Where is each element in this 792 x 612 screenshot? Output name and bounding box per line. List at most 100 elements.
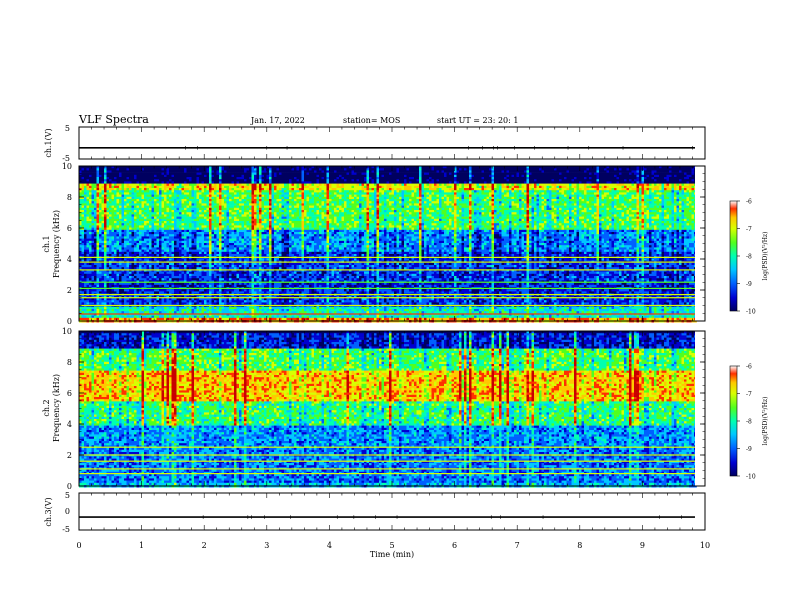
spectrogram-cell — [229, 273, 232, 277]
spectrogram-cell — [231, 227, 235, 231]
spectrogram-cell — [176, 317, 180, 321]
spectrogram-cell — [81, 291, 85, 294]
spectrogram-cell — [134, 291, 137, 294]
spectrogram-cell — [191, 247, 195, 250]
spectrogram-cell — [161, 234, 165, 237]
spectrogram-cell — [219, 300, 222, 303]
spectrogram-cell — [106, 207, 110, 211]
spectrogram-cell — [144, 201, 147, 204]
spectrogram-cell — [96, 183, 100, 187]
spectrogram-cell — [181, 313, 185, 316]
spectrogram-cell — [139, 212, 142, 215]
spectrogram-cell — [239, 271, 242, 275]
spectrogram-cell — [194, 273, 197, 277]
spectrogram-cell — [106, 181, 110, 184]
spectrogram-cell — [86, 201, 90, 204]
spectrogram-cell — [236, 291, 240, 294]
spectrogram-cell — [184, 315, 187, 319]
spectrogram-cell — [221, 227, 225, 231]
spectrogram-cell — [184, 203, 187, 206]
spectrogram-cell — [124, 223, 127, 226]
spectrogram-cell — [246, 207, 250, 211]
spectrogram-cell — [246, 240, 250, 244]
spectrogram-cell — [239, 247, 242, 250]
spectrogram-cell — [169, 258, 172, 261]
spectrogram-cell — [234, 306, 237, 310]
spectrogram-cell — [119, 282, 122, 286]
spectrogram-cell — [191, 269, 195, 272]
spectrogram-cell — [119, 172, 122, 176]
spectrogram-cell — [226, 254, 230, 257]
spectrogram-cell — [166, 172, 170, 176]
spectrogram-cell — [194, 317, 197, 321]
spectrogram-cell — [209, 284, 212, 288]
spectrogram-cell — [251, 234, 255, 237]
spectrogram-cell — [176, 177, 180, 180]
spectrogram-cell — [149, 249, 152, 253]
spectrogram-cell — [234, 251, 237, 255]
spectrogram-cell — [194, 262, 197, 266]
spectrogram-cell — [236, 177, 240, 180]
spectrogram-cell — [134, 210, 137, 213]
spectrogram-cell — [111, 214, 115, 217]
spectrogram-cell — [149, 251, 152, 255]
spectrogram-cell — [109, 315, 112, 319]
spectrogram-cell — [224, 201, 227, 204]
spectrogram-cell — [89, 227, 92, 231]
spectrogram-cell — [131, 262, 135, 266]
spectrogram-cell — [129, 174, 132, 178]
spectrogram-cell — [219, 298, 222, 301]
spectrogram-cell — [234, 225, 237, 228]
spectrogram-cell — [236, 240, 240, 244]
spectrogram-cell — [79, 234, 82, 237]
spectrogram-cell — [124, 212, 127, 215]
spectrogram-cell — [231, 254, 235, 257]
spectrogram-cell — [226, 234, 230, 237]
spectrogram-cell — [84, 291, 87, 294]
spectrogram-cell — [91, 238, 95, 242]
spectrogram-cell — [89, 309, 92, 312]
spectrogram-cell — [96, 181, 100, 184]
spectrogram-cell — [239, 229, 242, 233]
spectrogram-cell — [249, 258, 252, 261]
spectrogram-cell — [174, 306, 177, 310]
spectrogram-cell — [104, 234, 107, 237]
spectrogram-cell — [161, 247, 165, 250]
spectrogram-cell — [241, 229, 245, 233]
spectrogram-cell — [206, 249, 210, 253]
spectrogram-cell — [99, 265, 102, 268]
spectrogram-cell — [211, 203, 215, 206]
spectrogram-cell — [226, 262, 230, 266]
spectrogram-cell — [149, 201, 152, 204]
spectrogram-cell — [209, 229, 212, 233]
spectrogram-cell — [224, 232, 227, 235]
spectrogram-cell — [91, 315, 95, 319]
spectrogram-cell — [189, 234, 192, 237]
spectrogram-cell — [156, 179, 160, 182]
spectrogram-cell — [199, 265, 202, 268]
spectrogram-cell — [169, 229, 172, 233]
spectrogram-cell — [226, 306, 230, 310]
spectrogram-cell — [164, 221, 167, 224]
spectrogram-cell — [249, 289, 252, 292]
spectrogram-cell — [99, 276, 102, 279]
spectrogram-cell — [206, 214, 210, 217]
spectrogram-cell — [99, 238, 102, 242]
spectrogram-cell — [231, 238, 235, 242]
spectrogram-cell — [104, 188, 107, 191]
spectrogram-cell — [234, 194, 237, 198]
spectrogram-cell — [104, 265, 107, 268]
spectrogram-cell — [231, 298, 235, 301]
spectrogram-cell — [114, 183, 117, 187]
spectrogram-cell — [201, 216, 205, 220]
spectrogram-cell — [176, 192, 180, 195]
spectrogram-cell — [189, 271, 192, 275]
spectrogram-cell — [199, 249, 202, 253]
spectrogram-cell — [194, 243, 197, 246]
spectrogram-cell — [136, 254, 140, 257]
spectrogram-cell — [176, 262, 180, 266]
spectrogram-cell — [186, 236, 190, 239]
spectrogram-cell — [226, 271, 230, 275]
spectrogram-cell — [114, 273, 117, 277]
spectrogram-cell — [224, 179, 227, 182]
